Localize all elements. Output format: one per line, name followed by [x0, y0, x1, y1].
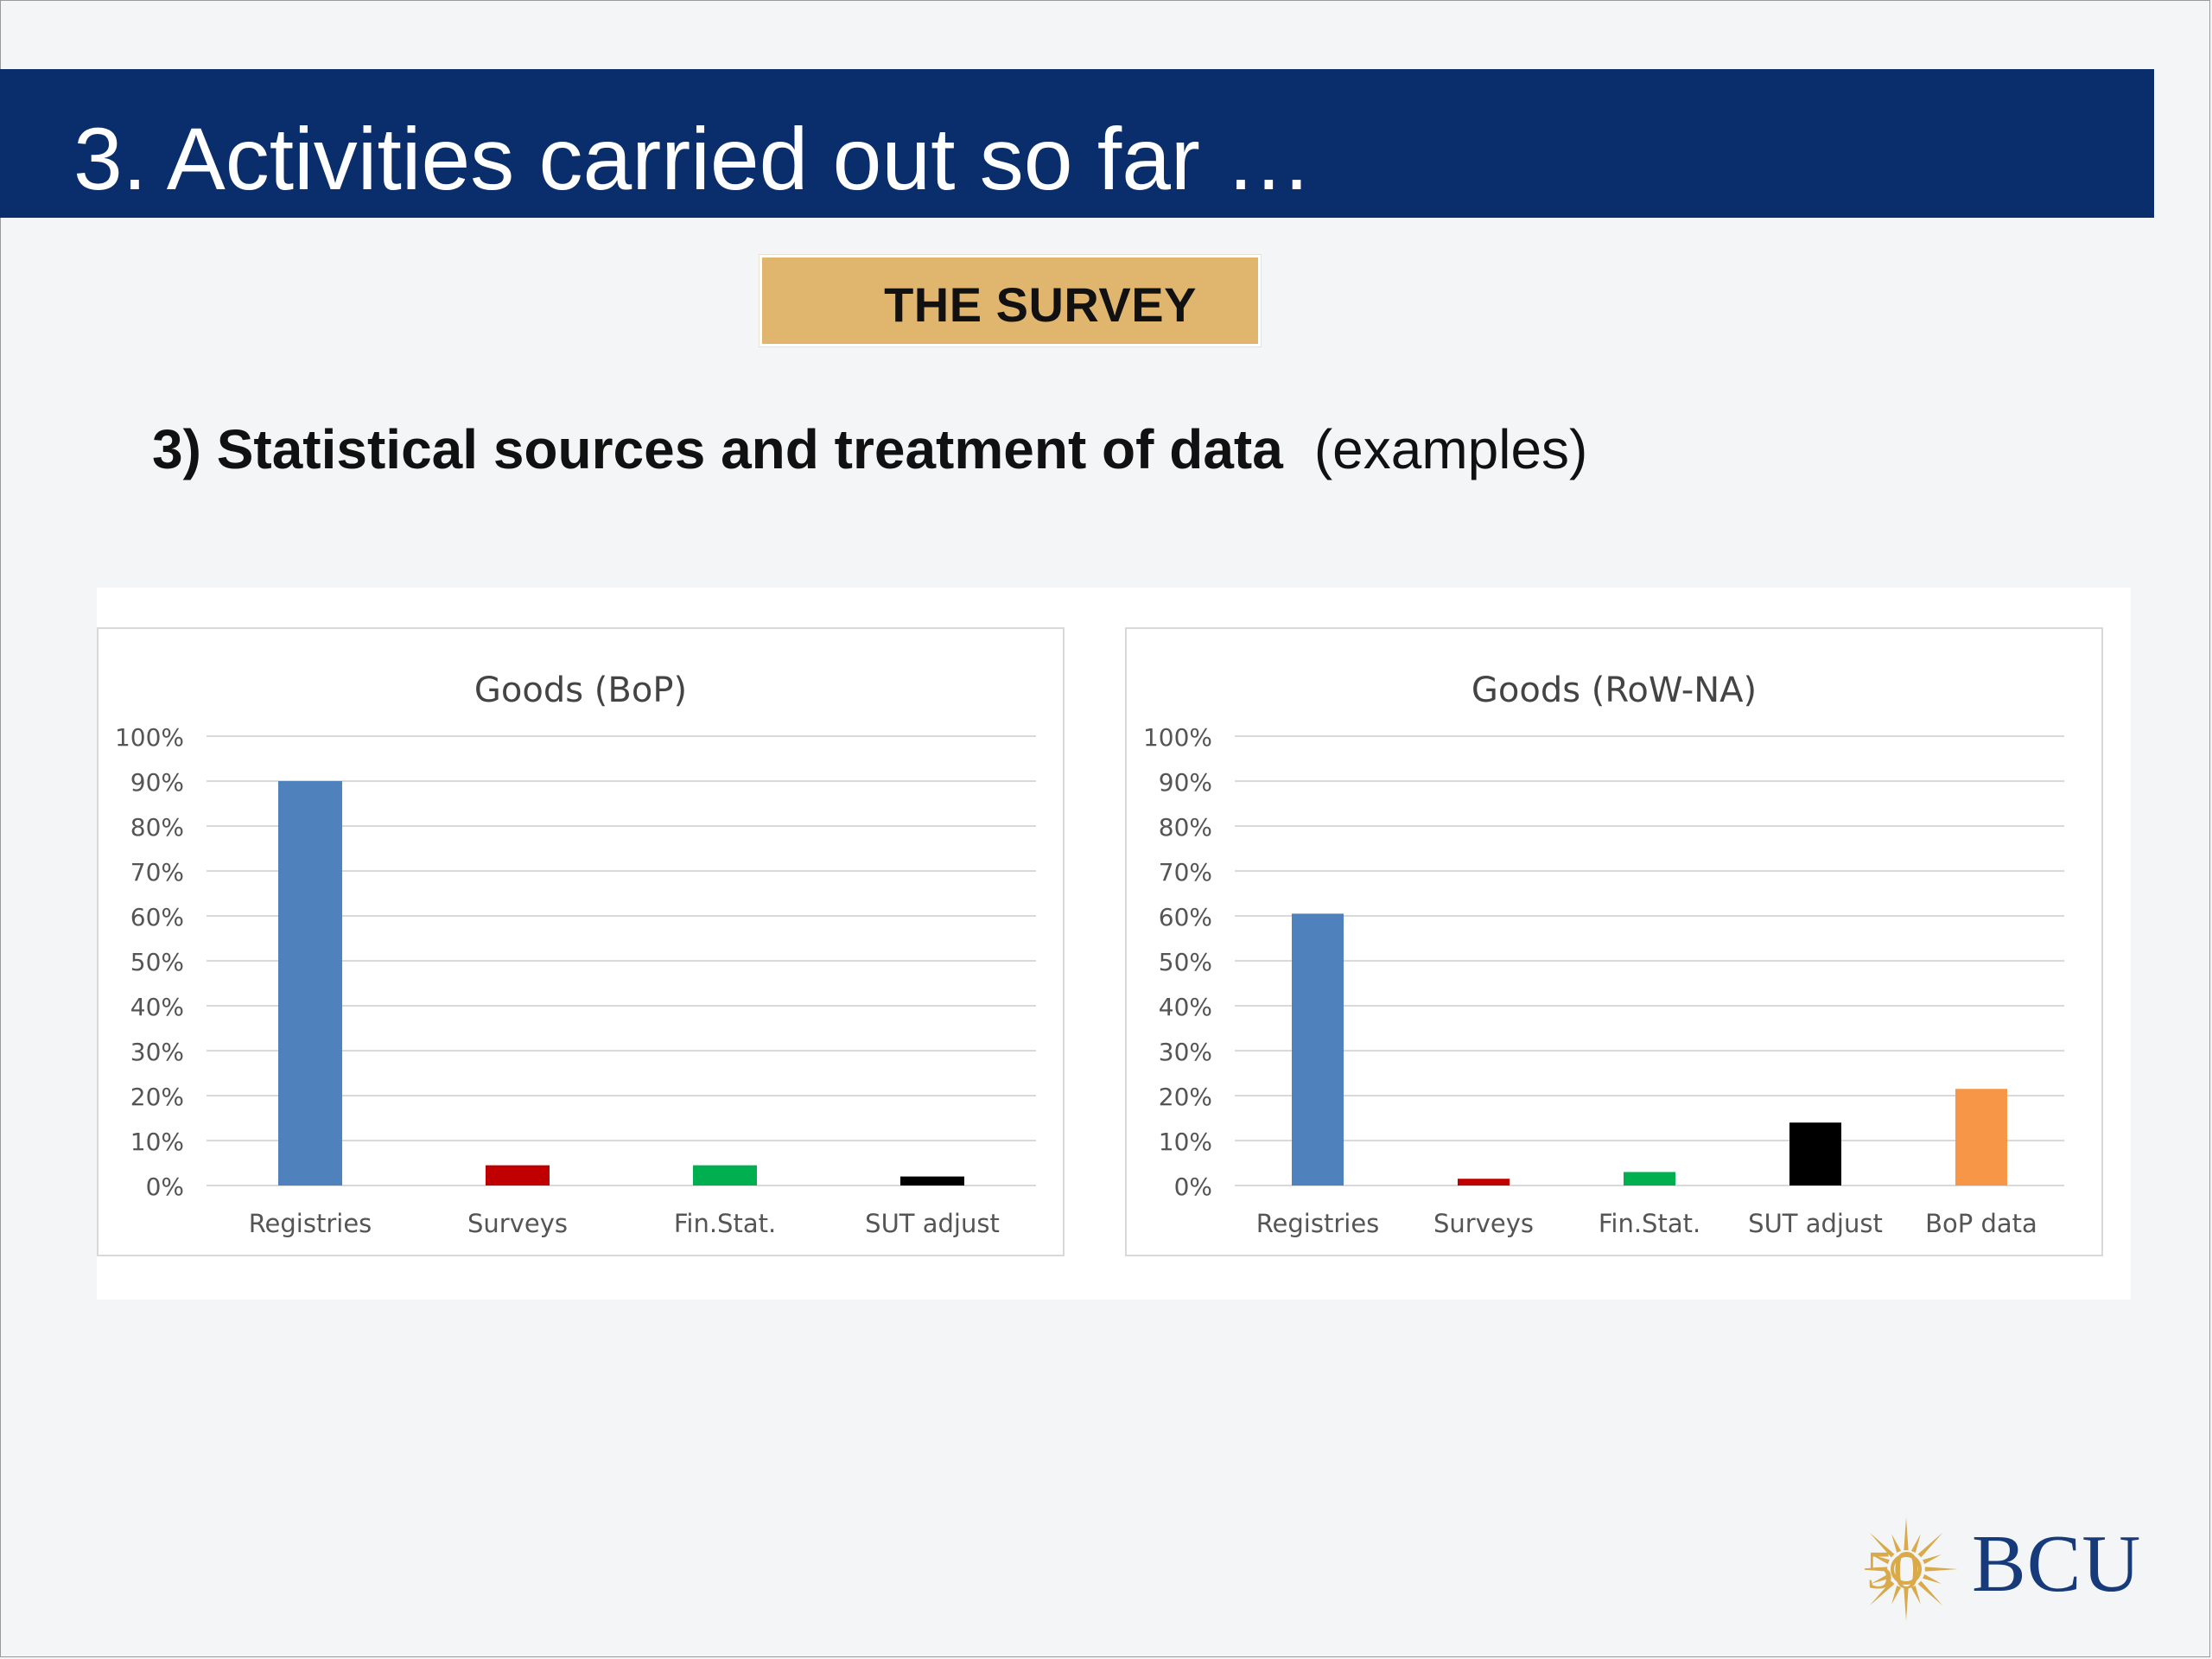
y-tick-label: 70%	[1159, 858, 1212, 887]
subtitle-bold-text: 3) Statistical sources and treatment of …	[152, 418, 1283, 480]
y-tick-label: 20%	[1159, 1083, 1212, 1111]
y-tick-label: 70%	[130, 858, 184, 887]
chart-title: Goods (RoW-NA)	[1471, 671, 1758, 710]
y-tick-label: 30%	[130, 1038, 184, 1066]
y-tick-label: 80%	[1159, 813, 1212, 842]
y-tick-label: 100%	[1143, 723, 1212, 752]
bar-surveys	[1458, 1179, 1510, 1185]
y-tick-label: 50%	[130, 948, 184, 976]
y-tick-label: 50%	[1159, 948, 1212, 976]
y-tick-label: 40%	[1159, 993, 1212, 1021]
x-tick-label: Surveys	[467, 1209, 568, 1238]
bar-sut-adjust	[900, 1176, 964, 1185]
y-tick-label: 60%	[130, 903, 184, 931]
x-tick-label: BoP data	[1925, 1209, 2037, 1238]
y-tick-label: 100%	[115, 723, 184, 752]
section-subtitle: 3) Statistical sources and treatment of …	[152, 417, 1587, 481]
survey-badge-label: THE SURVEY	[884, 277, 1197, 332]
x-tick-label: Surveys	[1433, 1209, 1534, 1238]
charts-panel: Goods (BoP) 0% 10% 20% 30% 40% 50% 60% 70% 80% 90…	[97, 588, 2131, 1300]
y-tick-label: 10%	[130, 1128, 184, 1156]
chart-title: Goods (BoP)	[474, 671, 688, 710]
bar-registries	[1292, 913, 1344, 1185]
survey-badge: THE SURVEY	[760, 255, 1261, 346]
y-tick-label: 40%	[130, 993, 184, 1021]
bar-registries	[278, 781, 342, 1185]
y-tick-label: 90%	[130, 768, 184, 797]
y-tick-label: 0%	[1174, 1173, 1212, 1201]
y-tick-label: 10%	[1159, 1128, 1212, 1156]
sun-emblem-icon: 50	[1865, 1517, 1958, 1621]
bar-fin-stat-	[1624, 1172, 1675, 1185]
x-tick-label: Registries	[1256, 1209, 1380, 1238]
bar-surveys	[486, 1165, 550, 1185]
y-tick-label: 20%	[130, 1083, 184, 1111]
bar-bop-data	[1955, 1089, 2007, 1185]
slide-title: 3. Activities carried out so far …	[73, 110, 1313, 208]
chart-goods-bop: Goods (BoP) 0% 10% 20% 30% 40% 50% 60% 70% 80% 90…	[97, 627, 1065, 1256]
bcu-logo: 50 BCU	[1865, 1512, 2150, 1624]
chart-goods-row-na-plot: 0% 10% 20% 30% 40% 50% 60% 70% 80% 90% 100% Registr…	[1143, 723, 2064, 1238]
y-tick-label: 90%	[1159, 768, 1212, 797]
y-tick-label: 30%	[1159, 1038, 1212, 1066]
x-tick-label: Fin.Stat.	[674, 1209, 776, 1238]
logo-text: BCU	[1972, 1519, 2142, 1609]
x-tick-label: SUT adjust	[1748, 1209, 1883, 1238]
chart-goods-bop-plot: 0% 10% 20% 30% 40% 50% 60% 70% 80% 90% 100% Registr…	[115, 723, 1036, 1238]
y-tick-label: 60%	[1159, 903, 1212, 931]
y-tick-label: 80%	[130, 813, 184, 842]
x-tick-label: Registries	[249, 1209, 372, 1238]
y-tick-label: 0%	[146, 1173, 184, 1201]
x-tick-label: SUT adjust	[865, 1209, 1000, 1238]
bar-sut-adjust	[1789, 1122, 1841, 1185]
bar-fin-stat-	[693, 1165, 757, 1185]
subtitle-plain-text: (examples)	[1313, 418, 1588, 480]
chart-goods-row-na: Goods (RoW-NA) 0% 10% 20% 30% 40% 50% 60% 70% 80…	[1125, 627, 2103, 1256]
x-tick-label: Fin.Stat.	[1599, 1209, 1700, 1238]
svg-text:50: 50	[1866, 1541, 1920, 1600]
title-bar	[0, 69, 2154, 218]
